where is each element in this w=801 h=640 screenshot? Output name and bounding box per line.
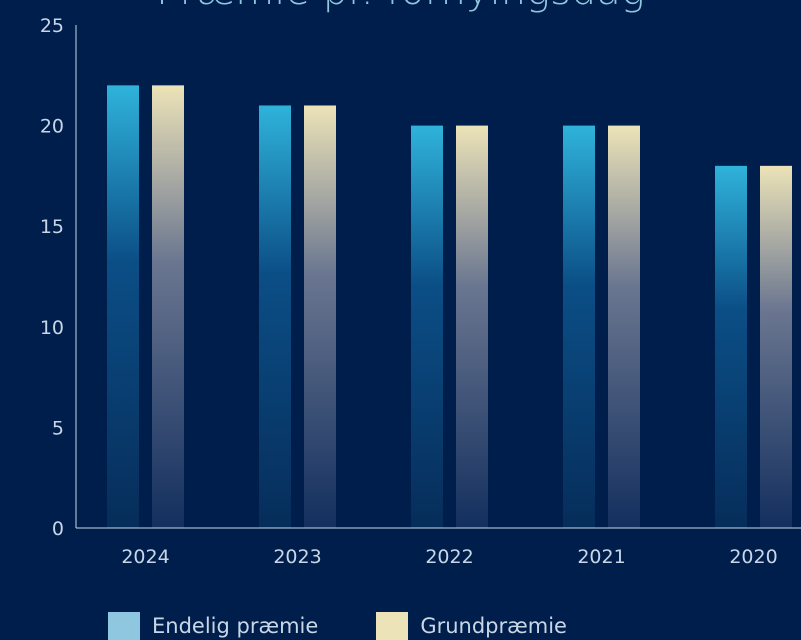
legend-item-endelig[interactable]: Endelig præmie (108, 612, 318, 640)
legend-swatch-endelig (108, 612, 140, 640)
bar-grund-2022[interactable] (456, 125, 488, 528)
y-tick-label: 0 (52, 518, 64, 540)
y-tick-label: 25 (40, 15, 64, 37)
x-tick-label: 2020 (729, 546, 777, 568)
x-tick-label: 2024 (121, 546, 169, 568)
y-tick-labels: 0 5 10 15 20 25 (40, 15, 64, 540)
legend-item-grund[interactable]: Grundpræmie (376, 612, 567, 640)
bar-endelig-2024[interactable] (107, 85, 139, 529)
legend-label-grund: Grundpræmie (420, 614, 567, 638)
bar-grund-2021[interactable] (608, 125, 640, 528)
bar-grund-2020[interactable] (760, 165, 792, 528)
bar-grund-2024[interactable] (152, 85, 184, 529)
y-tick-label: 10 (40, 317, 64, 339)
bar-endelig-2023[interactable] (259, 105, 291, 528)
legend-label-endelig: Endelig præmie (152, 614, 319, 638)
y-tick-label: 5 (52, 417, 64, 439)
chart-title: Præmie pr. fornyingsdag (0, 0, 801, 14)
bars-group (107, 85, 792, 529)
bar-endelig-2021[interactable] (563, 125, 595, 528)
x-tick-labels: 2024 2023 2022 2021 2020 (121, 546, 777, 568)
bar-grund-2023[interactable] (304, 105, 336, 528)
y-tick-label: 20 (40, 116, 64, 138)
x-tick-label: 2022 (425, 546, 473, 568)
x-tick-label: 2023 (273, 546, 321, 568)
bar-endelig-2022[interactable] (411, 125, 443, 528)
legend: Endelig præmie Grundpræmie (108, 612, 567, 640)
bar-endelig-2020[interactable] (715, 165, 747, 528)
x-tick-label: 2021 (577, 546, 625, 568)
y-tick-label: 15 (40, 216, 64, 238)
legend-swatch-grund (376, 612, 409, 640)
